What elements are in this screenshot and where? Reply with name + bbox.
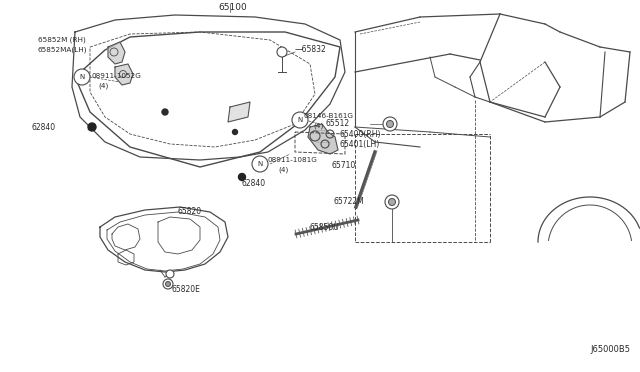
Text: 65850U: 65850U bbox=[310, 222, 340, 231]
Text: 08911-1052G: 08911-1052G bbox=[92, 73, 142, 79]
Text: N: N bbox=[298, 117, 303, 123]
Circle shape bbox=[388, 199, 396, 205]
Circle shape bbox=[252, 156, 268, 172]
Text: 65852M (RH): 65852M (RH) bbox=[38, 37, 86, 43]
Text: 65722M: 65722M bbox=[333, 198, 364, 206]
Text: 62840: 62840 bbox=[32, 124, 56, 132]
Circle shape bbox=[166, 270, 174, 278]
Circle shape bbox=[387, 121, 394, 128]
Circle shape bbox=[385, 195, 399, 209]
Circle shape bbox=[162, 109, 168, 115]
Text: —65832: —65832 bbox=[295, 45, 327, 55]
Polygon shape bbox=[115, 64, 133, 85]
Text: N: N bbox=[79, 74, 84, 80]
Text: (4): (4) bbox=[98, 83, 108, 89]
Text: 65820: 65820 bbox=[178, 208, 202, 217]
Text: 08146-B161G: 08146-B161G bbox=[304, 113, 354, 119]
Circle shape bbox=[383, 117, 397, 131]
Text: (4): (4) bbox=[278, 167, 288, 173]
Text: 62840: 62840 bbox=[242, 179, 266, 187]
Text: 65400(RH): 65400(RH) bbox=[340, 129, 381, 138]
Text: 65100: 65100 bbox=[218, 3, 247, 12]
Text: 08911-1081G: 08911-1081G bbox=[268, 157, 318, 163]
Circle shape bbox=[239, 173, 246, 180]
Text: (4): (4) bbox=[313, 123, 323, 129]
Circle shape bbox=[232, 129, 237, 135]
Text: 65710: 65710 bbox=[332, 160, 356, 170]
Circle shape bbox=[292, 112, 308, 128]
Polygon shape bbox=[228, 102, 250, 122]
Circle shape bbox=[166, 282, 170, 286]
Circle shape bbox=[74, 69, 90, 85]
Text: 65852MA(LH): 65852MA(LH) bbox=[38, 47, 88, 53]
Text: J65000B5: J65000B5 bbox=[590, 345, 630, 354]
Circle shape bbox=[88, 123, 96, 131]
Polygon shape bbox=[308, 124, 338, 154]
Text: 65512: 65512 bbox=[325, 119, 349, 128]
Polygon shape bbox=[108, 42, 125, 64]
Circle shape bbox=[277, 47, 287, 57]
Circle shape bbox=[390, 200, 394, 204]
Text: 65401(LH): 65401(LH) bbox=[340, 140, 380, 148]
Text: N: N bbox=[257, 161, 262, 167]
Circle shape bbox=[163, 279, 173, 289]
Text: 65820E: 65820E bbox=[172, 285, 201, 295]
